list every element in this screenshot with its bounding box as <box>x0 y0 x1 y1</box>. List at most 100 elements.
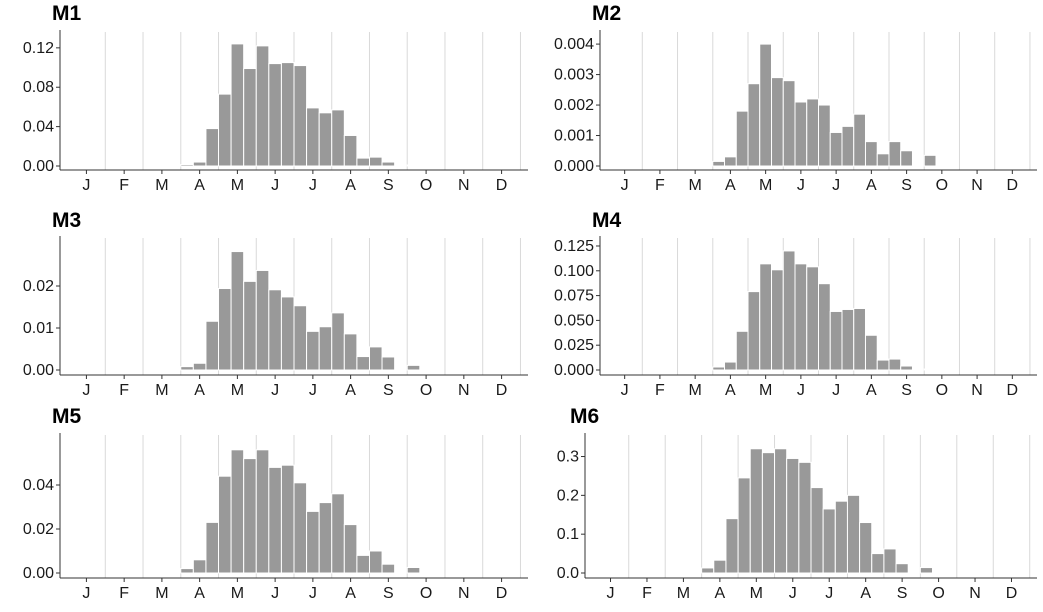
x-tick-label: M <box>688 382 701 399</box>
bar <box>343 134 358 167</box>
chart-panel-2: 0.000 0.001 0.002 0.003 0.004 J F M A M J J A S O N D M2 <box>554 2 1037 194</box>
bar <box>381 161 396 167</box>
x-tick-label: F <box>642 585 652 602</box>
y-tick-label: 0.08 <box>23 79 54 96</box>
bar <box>747 83 761 167</box>
x-tick-label: A <box>860 585 871 602</box>
x-tick-label: N <box>969 585 981 602</box>
bar <box>829 310 843 371</box>
bar <box>853 307 866 371</box>
bar <box>205 128 220 167</box>
bar <box>919 567 934 574</box>
bar <box>306 107 320 167</box>
bar <box>747 291 761 371</box>
x-tick-label: S <box>383 177 394 194</box>
y-tick-label: 0.04 <box>23 119 54 136</box>
x-tick-label: A <box>194 585 205 602</box>
x-tick-label: S <box>383 585 394 602</box>
bar <box>368 156 383 167</box>
bar <box>218 288 232 371</box>
panel-title: M6 <box>570 405 599 428</box>
bar <box>853 113 866 167</box>
bar <box>749 448 763 574</box>
y-tick-label: 0.100 <box>554 263 594 280</box>
bar <box>218 93 232 167</box>
bar <box>343 524 358 574</box>
bar <box>761 452 776 574</box>
y-tick-label: 0.050 <box>554 312 594 329</box>
x-tick-label: A <box>345 382 356 399</box>
x-tick-label: D <box>1006 585 1018 602</box>
x-tick-label: N <box>458 382 470 399</box>
y-tick-label: 0.2 <box>557 487 579 504</box>
bar <box>356 554 370 574</box>
bar <box>255 45 270 167</box>
bar <box>293 305 308 371</box>
bar <box>818 283 831 371</box>
x-tick-label: O <box>420 585 432 602</box>
bar <box>406 567 421 574</box>
bar <box>900 150 913 167</box>
bar <box>771 269 784 371</box>
bar <box>293 65 308 167</box>
bar <box>343 333 358 371</box>
y-tick-label: 0.002 <box>554 97 594 114</box>
bar <box>871 553 885 574</box>
bar <box>864 334 878 371</box>
bar <box>900 365 913 371</box>
x-tick-label: J <box>621 177 629 194</box>
bar <box>192 559 207 574</box>
bar <box>895 563 909 574</box>
x-tick-label: A <box>715 585 726 602</box>
bar <box>192 161 207 167</box>
x-tick-label: M <box>677 585 690 602</box>
x-tick-label: J <box>621 382 629 399</box>
bar <box>331 312 345 371</box>
bar <box>331 109 345 167</box>
bar <box>280 464 295 574</box>
bar <box>810 487 824 574</box>
y-tick-label: 0.075 <box>554 288 594 305</box>
y-tick-label: 0.12 <box>23 40 54 57</box>
y-tick-label: 0.025 <box>554 337 594 354</box>
x-tick-label: A <box>866 177 877 194</box>
bar <box>724 361 737 371</box>
bar <box>841 308 855 371</box>
bar <box>368 346 383 371</box>
bar <box>735 330 749 371</box>
bar <box>331 493 345 574</box>
bar <box>786 457 800 574</box>
bar <box>822 508 836 574</box>
y-tick-label: 0.00 <box>23 158 54 175</box>
y-tick-label: 0.0 <box>557 565 579 582</box>
x-tick-label: J <box>82 177 90 194</box>
y-tick-label: 0.125 <box>554 238 594 255</box>
bar <box>888 358 902 371</box>
bar <box>255 449 270 574</box>
bar <box>180 568 194 574</box>
chart-panel-4: 0.000 0.025 0.050 0.075 0.100 0.125 J F M A M J J A S O… <box>554 209 1037 399</box>
bar <box>794 101 808 167</box>
bar <box>841 125 855 167</box>
x-tick-label: O <box>932 585 944 602</box>
bar <box>318 502 333 574</box>
x-tick-label: N <box>971 177 983 194</box>
bar <box>712 366 726 371</box>
bar <box>818 104 831 167</box>
bar <box>205 521 220 574</box>
x-tick-label: M <box>759 177 772 194</box>
x-tick-label: J <box>309 382 317 399</box>
x-tick-label: S <box>383 382 394 399</box>
bar <box>280 296 295 371</box>
bar <box>293 482 308 574</box>
x-tick-label: D <box>496 585 508 602</box>
x-tick-label: J <box>789 585 797 602</box>
bar <box>230 449 245 574</box>
panel-title: M4 <box>592 209 621 232</box>
bar <box>381 563 396 574</box>
x-tick-label: M <box>231 177 244 194</box>
x-tick-label: A <box>194 177 205 194</box>
bar <box>180 164 194 167</box>
x-tick-label: A <box>345 585 356 602</box>
bar <box>876 359 890 371</box>
